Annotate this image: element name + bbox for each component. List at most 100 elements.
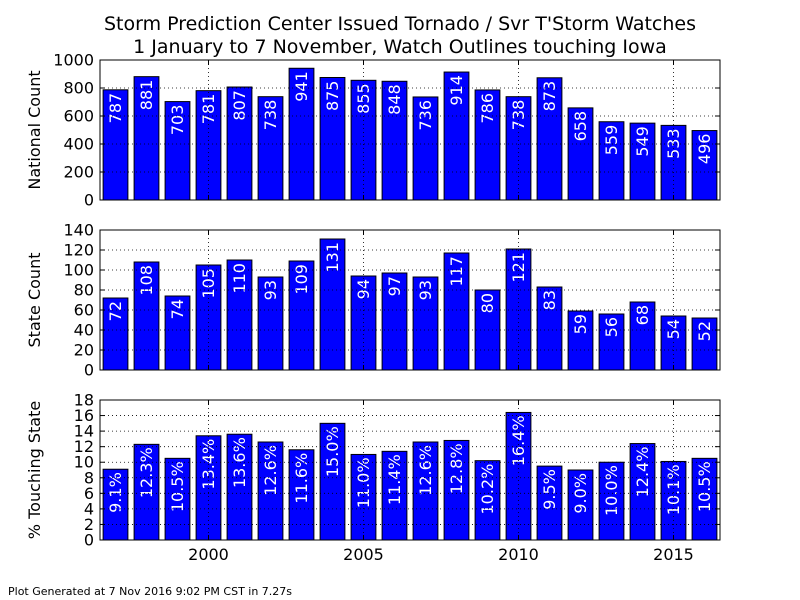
y-tick-label: 20 (74, 341, 94, 360)
x-tick-label: 2000 (188, 545, 229, 564)
bar (536, 77, 563, 201)
bar-value-label: 12.4% (633, 447, 652, 498)
bar-value-label: 9.1% (106, 472, 125, 513)
bar-value-label: 549 (633, 126, 652, 157)
bar (381, 450, 408, 541)
axes-frame (99, 399, 721, 541)
bar (598, 461, 625, 541)
bar (102, 297, 129, 371)
bar (412, 96, 439, 201)
bar-value-label: 914 (447, 75, 466, 106)
bar (536, 465, 563, 541)
bar-value-label: 10.2% (478, 464, 497, 515)
bar (381, 80, 408, 201)
bar-value-label: 658 (571, 111, 590, 142)
bar-value-label: 873 (540, 81, 559, 112)
bar (164, 457, 191, 541)
bar-value-label: 80 (478, 293, 497, 313)
y-tick-label: 400 (63, 135, 94, 154)
bar (288, 260, 315, 371)
bar-value-label: 131 (323, 242, 342, 273)
y-axis-label: National Count (25, 70, 44, 189)
bar (102, 89, 129, 201)
bar-value-label: 52 (695, 321, 714, 341)
panel-3: 9.1% 12.3% 10.5% 13.4% 13.6% 12.6% 11.6%15.0%1… (25, 391, 721, 564)
bar-value-label: 941 (292, 71, 311, 102)
bar-value-label: 15.0% (323, 426, 342, 477)
bar-value-label: 11.6% (292, 453, 311, 504)
bar (226, 259, 253, 371)
bar (660, 460, 687, 541)
y-axis-label: State Count (25, 253, 44, 348)
bar (598, 313, 625, 371)
y-tick-label: 6 (84, 484, 94, 503)
bar-value-label: 703 (168, 105, 187, 136)
bar (474, 89, 501, 201)
bar (691, 457, 718, 541)
bar-value-label: 496 (695, 134, 714, 165)
bar-value-label: 875 (323, 81, 342, 112)
bar-value-label: 12.6% (261, 445, 280, 496)
bar (288, 67, 315, 201)
plot-generated-footer: Plot Generated at 7 Nov 2016 9:02 PM CST… (8, 585, 293, 598)
bar-value-label: 108 (137, 265, 156, 296)
bar-value-label: 9.5% (540, 469, 559, 510)
axes-frame (99, 59, 721, 201)
bar (474, 289, 501, 371)
y-tick-label: 600 (63, 107, 94, 126)
bar-value-label: 13.6% (230, 437, 249, 488)
y-tick-label: 100 (63, 261, 94, 280)
bar-value-label: 10.0% (602, 465, 621, 516)
y-tick-label: 12 (74, 437, 94, 456)
bar-value-label: 559 (602, 125, 621, 156)
bar-value-label: 109 (292, 264, 311, 295)
bar (226, 86, 253, 201)
bar-value-label: 121 (509, 252, 528, 283)
bar-value-label: 54 (664, 319, 683, 339)
y-tick-label: 200 (63, 163, 94, 182)
chart-title-line2: 1 January to 7 November, Watch Outlines … (133, 36, 667, 58)
y-tick-label: 800 (63, 79, 94, 98)
bar-value-label: 93 (261, 280, 280, 300)
bar (629, 301, 656, 371)
bar (536, 286, 563, 371)
bar (288, 449, 315, 541)
y-tick-label: 16 (74, 406, 94, 425)
y-tick-label: 10 (74, 453, 94, 472)
bar (195, 264, 222, 371)
bar-value-label: 12.8% (447, 443, 466, 494)
bar (319, 238, 346, 371)
bar-value-label: 881 (137, 80, 156, 111)
bar (164, 295, 191, 371)
y-tick-label: 0 (84, 531, 94, 550)
x-tick-label: 2010 (498, 545, 539, 564)
y-tick-label: 80 (74, 281, 94, 300)
bar (133, 261, 160, 371)
bar-value-label: 786 (478, 93, 497, 124)
y-tick-label: 4 (84, 499, 94, 518)
bar-value-label: 56 (602, 317, 621, 337)
bar-value-label: 110 (230, 263, 249, 294)
bar (629, 443, 656, 541)
bar-value-label: 97 (385, 276, 404, 296)
y-tick-label: 40 (74, 321, 94, 340)
bar (319, 77, 346, 201)
axes-frame (99, 229, 721, 371)
y-tick-label: 1000 (53, 51, 94, 70)
bar (195, 435, 222, 541)
bar-value-label: 807 (230, 90, 249, 121)
y-tick-label: 18 (74, 391, 94, 410)
bar (443, 439, 470, 541)
panel-2: 72 108 74 105 110 93 109 131 94 97 93 117 80 121 83 59 5… (25, 221, 721, 380)
bar-value-label: 533 (664, 128, 683, 159)
x-tick-label: 2015 (653, 545, 694, 564)
bar (257, 276, 284, 371)
x-tick-label: 2005 (343, 545, 384, 564)
y-tick-label: 140 (63, 221, 94, 240)
bar (412, 276, 439, 371)
y-tick-label: 0 (84, 361, 94, 380)
bar-value-label: 83 (540, 290, 559, 310)
bar-value-label: 105 (199, 268, 218, 299)
